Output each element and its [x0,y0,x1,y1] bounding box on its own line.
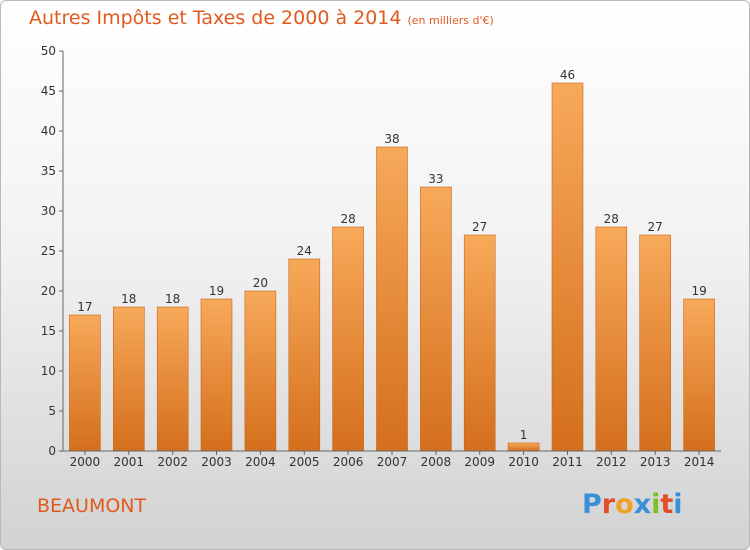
data-label-2006: 28 [340,212,355,226]
data-label-2014: 19 [691,284,706,298]
data-label-2001: 18 [121,292,136,306]
y-tick-label-45: 45 [41,84,56,98]
data-label-2003: 19 [209,284,224,298]
data-label-2010: 1 [520,428,528,442]
logo-letter: i [673,489,683,520]
x-tick-label-2008: 2008 [421,455,452,469]
proxiti-logo: Proxiti [582,489,683,520]
y-tick-label-5: 5 [48,404,56,418]
data-label-2004: 20 [253,276,268,290]
bar-2011 [551,82,584,452]
x-tick-label-2000: 2000 [70,455,101,469]
chart-title: Autres Impôts et Taxes de 2000 à 2014 (en… [29,7,494,29]
bar-2008 [420,186,452,452]
y-tick-label-40: 40 [41,124,56,138]
bar-2014 [683,298,715,452]
x-tick-label-2010: 2010 [508,455,539,469]
x-tick-label-2005: 2005 [289,455,320,469]
logo-letter: P [582,489,602,520]
data-label-2002: 18 [165,292,180,306]
data-label-2009: 27 [472,220,487,234]
x-tick-label-2006: 2006 [333,455,364,469]
bar-2002 [156,306,189,452]
x-tick-label-2012: 2012 [596,455,627,469]
bar-2005 [288,258,321,452]
commune-name: BEAUMONT [37,495,147,517]
data-label-2007: 38 [384,132,399,146]
x-tick-label-2003: 2003 [201,455,232,469]
x-tick-label-2007: 2007 [377,455,408,469]
bar-2000 [69,314,101,452]
bar-2006 [332,226,364,452]
y-tick-label-10: 10 [41,364,56,378]
chart-title-main: Autres Impôts et Taxes de 2000 à 2014 [29,7,402,29]
data-label-2013: 27 [648,220,663,234]
x-tick-label-2014: 2014 [684,455,715,469]
bar-2009 [463,234,496,452]
data-label-2011: 46 [560,68,575,82]
x-tick-label-2013: 2013 [640,455,671,469]
data-label-2008: 33 [428,172,443,186]
bar-2004 [244,290,277,452]
x-tick-label-2002: 2002 [157,455,188,469]
logo-letter: i [651,489,661,520]
y-tick-label-0: 0 [48,444,56,458]
y-tick-label-50: 50 [41,44,56,58]
bar-2007 [376,146,408,452]
x-tick-label-2001: 2001 [114,455,145,469]
y-tick-label-35: 35 [41,164,56,178]
y-tick-label-30: 30 [41,204,56,218]
data-label-2012: 28 [604,212,619,226]
x-tick-label-2004: 2004 [245,455,276,469]
chart-title-unit: (en milliers d'€) [407,14,494,27]
data-label-2000: 17 [77,300,92,314]
logo-letter: t [660,489,674,520]
y-tick-label-25: 25 [41,244,56,258]
bar-2010 [507,442,540,452]
bar-2001 [113,306,145,452]
logo-letter: o [615,489,634,520]
bar-2003 [200,298,233,452]
x-tick-label-2009: 2009 [464,455,495,469]
bar-2012 [595,226,628,452]
logo-letter: x [633,489,652,520]
y-tick-label-20: 20 [41,284,56,298]
y-tick-label-15: 15 [41,324,56,338]
x-tick-label-2011: 2011 [552,455,583,469]
bar-2013 [639,234,672,452]
data-label-2005: 24 [297,244,312,258]
logo-letter: r [601,489,616,520]
